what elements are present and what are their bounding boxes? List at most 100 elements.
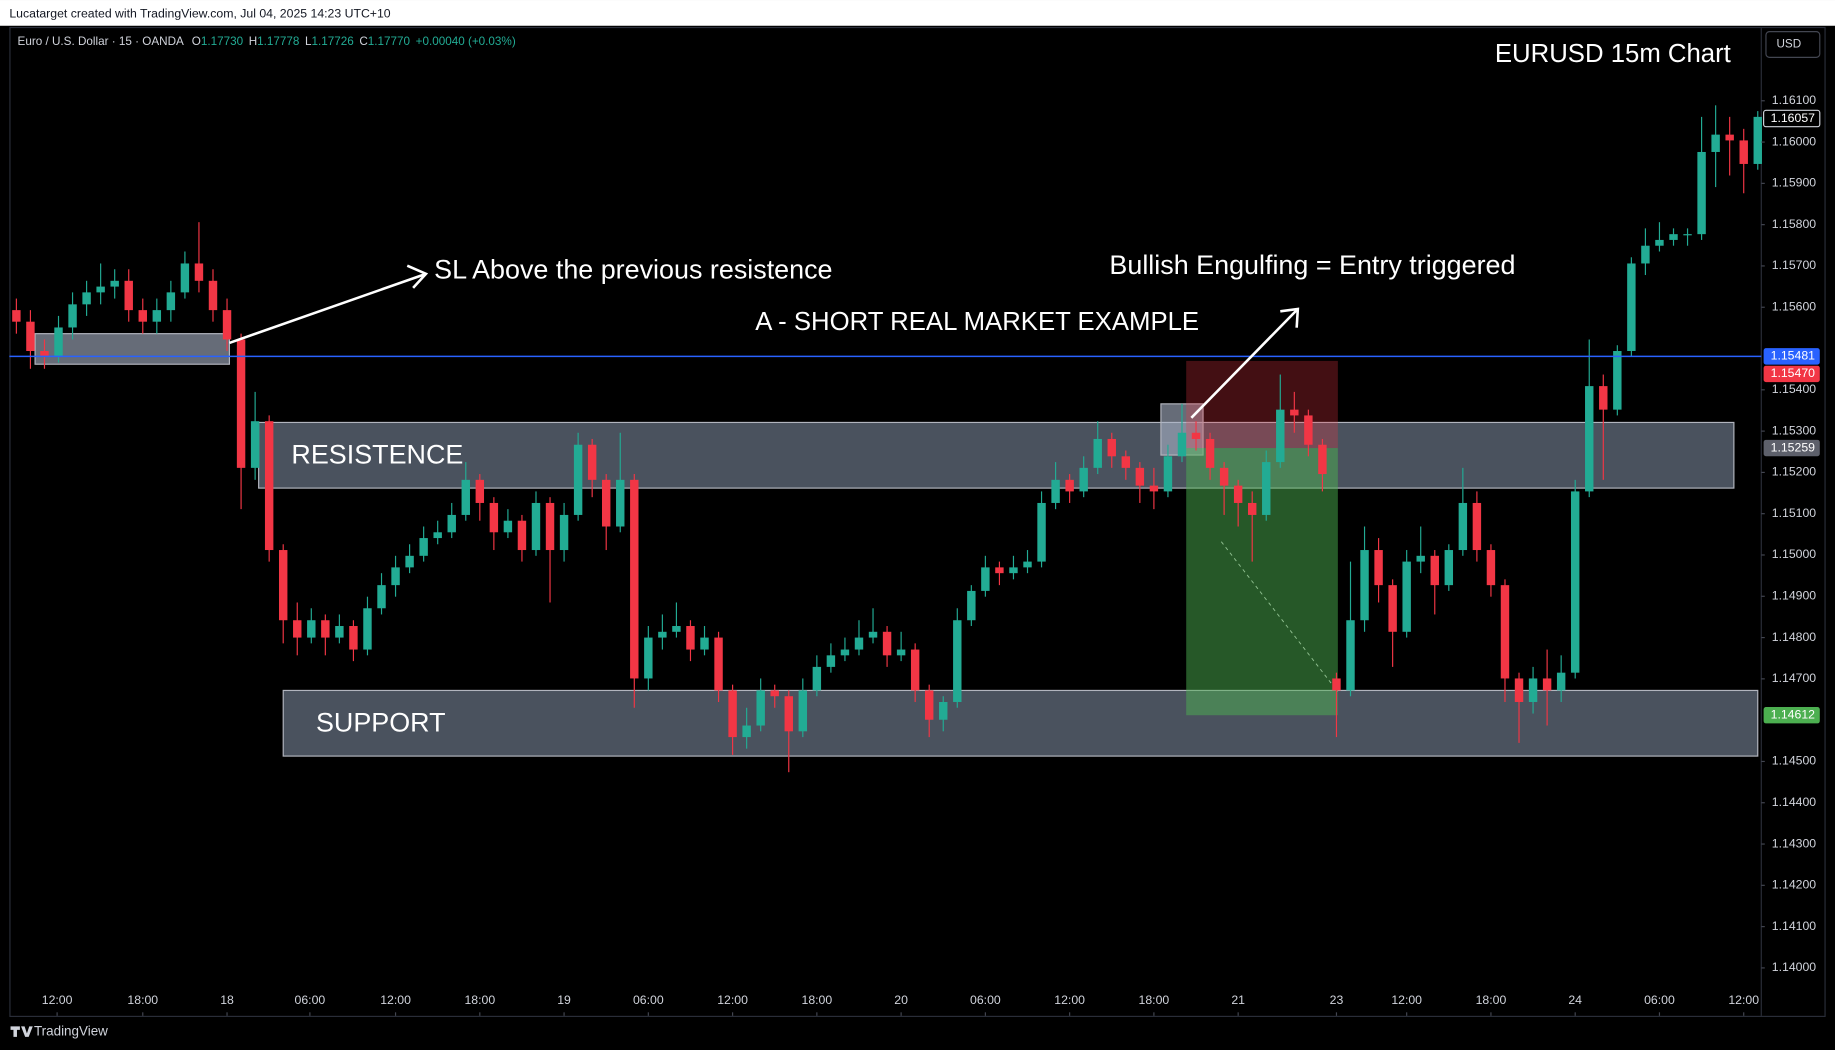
price-badge-label: 1.15259 xyxy=(1771,440,1816,454)
legend-symbol: Euro / U.S. Dollar · 15 · OANDA xyxy=(18,35,184,48)
y-tick-label: 1.14300 xyxy=(1772,836,1817,850)
candle-body xyxy=(953,620,962,702)
y-tick-label: 1.14800 xyxy=(1772,630,1817,644)
legend-key: H xyxy=(249,35,257,48)
candle-body xyxy=(854,637,864,650)
x-tick-label: 18:00 xyxy=(127,993,158,1007)
candle-body xyxy=(924,690,934,720)
x-tick-label: 18 xyxy=(220,993,234,1007)
candle-body xyxy=(1318,444,1327,475)
candle-body xyxy=(1627,263,1636,352)
candle-body xyxy=(770,690,779,697)
candle-body xyxy=(419,538,428,556)
footer: TradingView xyxy=(10,1024,108,1039)
candle-body xyxy=(1079,467,1088,492)
candle-body xyxy=(1472,502,1482,551)
x-tick-label: 18:00 xyxy=(464,993,495,1007)
candle-body xyxy=(882,631,892,656)
candle-body xyxy=(138,310,147,322)
y-tick-label: 1.16000 xyxy=(1772,134,1817,148)
header: Lucatarget created with TradingView.com,… xyxy=(9,6,390,20)
zone xyxy=(258,421,1735,489)
currency-button[interactable]: USD xyxy=(1765,31,1821,58)
candle-body xyxy=(812,666,822,691)
x-tick-label: 06:00 xyxy=(970,993,1001,1007)
currency-label[interactable]: USD xyxy=(1776,38,1801,51)
candle-body xyxy=(1346,620,1355,691)
y-tick-label: 1.14700 xyxy=(1772,671,1817,685)
x-tick-label: 12:00 xyxy=(1391,993,1422,1007)
candle-body xyxy=(672,626,681,632)
candle-body xyxy=(475,479,485,503)
annotation: Bullish Engulfing = Entry triggered xyxy=(1109,250,1515,280)
candle-body xyxy=(194,263,204,281)
annotation: A - SHORT REAL MARKET EXAMPLE xyxy=(755,308,1199,336)
candle-body xyxy=(573,444,583,515)
candle-body xyxy=(1556,672,1566,691)
candle-body xyxy=(293,620,302,638)
y-tick-label: 1.14900 xyxy=(1772,589,1817,603)
y-tick-label: 1.15100 xyxy=(1772,506,1817,520)
legend-change: +0.00040 (+0.03%) xyxy=(416,35,516,48)
candle-body xyxy=(461,479,470,515)
candle-body xyxy=(1500,585,1510,679)
candle-body xyxy=(208,280,218,311)
candle-body xyxy=(1233,485,1243,503)
candle-body xyxy=(1009,567,1018,574)
candle-body xyxy=(630,479,639,679)
price-badge-label: 1.15470 xyxy=(1771,366,1816,380)
candle-body xyxy=(1023,561,1032,568)
candle-body xyxy=(868,631,878,638)
candle-body xyxy=(784,696,793,732)
candle-body xyxy=(1304,415,1313,445)
candle-body xyxy=(1570,491,1580,673)
annotation: SL Above the previous resistence xyxy=(434,255,832,285)
candle-body xyxy=(349,626,358,650)
candle-body xyxy=(658,631,667,638)
y-tick-label: 1.15000 xyxy=(1772,547,1817,561)
candle-body xyxy=(1402,561,1411,632)
candle-body xyxy=(1542,678,1552,691)
candle-body xyxy=(1360,550,1369,621)
candle-body xyxy=(1641,245,1650,264)
y-tick-label: 1.15800 xyxy=(1772,217,1817,231)
price-badge xyxy=(1763,365,1820,383)
candle-body xyxy=(545,502,555,551)
candle-body xyxy=(335,626,344,638)
currency-button-box[interactable] xyxy=(1765,31,1821,58)
candle-body xyxy=(1262,462,1271,515)
legend-value: 1.17726 xyxy=(312,35,354,48)
candle-body xyxy=(250,421,260,468)
candle-body xyxy=(981,567,990,591)
x-tick-label: 21 xyxy=(1231,993,1245,1007)
chart-frame xyxy=(9,26,1826,1017)
candle-body xyxy=(1585,386,1594,492)
candle-body xyxy=(1276,409,1285,463)
candle-body xyxy=(1149,485,1159,492)
candle-body xyxy=(1683,234,1692,236)
candle-body xyxy=(714,637,723,691)
candle-body xyxy=(1051,479,1060,503)
candle-body xyxy=(12,310,21,322)
candle-body xyxy=(995,567,1004,574)
x-tick-label: 18:00 xyxy=(802,993,833,1007)
candle-body xyxy=(1753,116,1762,164)
price-badge-label: 1.16057 xyxy=(1771,111,1816,125)
candle-body xyxy=(278,550,288,621)
y-tick-label: 1.15600 xyxy=(1772,299,1817,313)
arrow-head xyxy=(406,264,429,289)
y-tick-label: 1.14100 xyxy=(1772,919,1817,933)
candle-body xyxy=(68,304,77,328)
candle-body xyxy=(1065,479,1074,492)
candle-body xyxy=(700,637,709,650)
candle-body xyxy=(1613,351,1622,410)
candle-body xyxy=(447,514,456,533)
candle-body xyxy=(840,649,850,656)
stop-zone xyxy=(1186,360,1338,449)
candle-body xyxy=(236,339,246,468)
candle-body xyxy=(1121,456,1131,468)
candle-body xyxy=(54,327,63,357)
